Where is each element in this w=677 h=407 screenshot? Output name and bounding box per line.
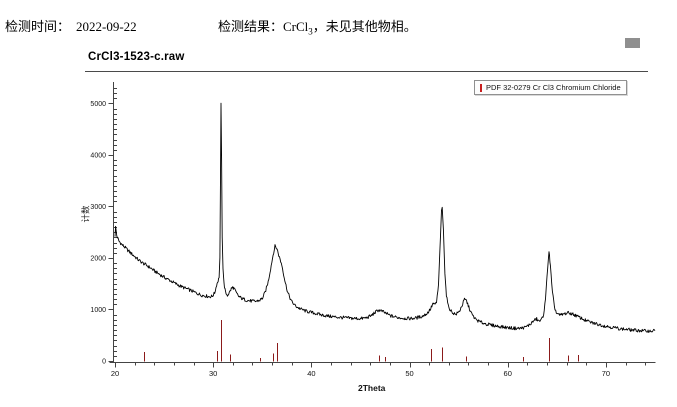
title-underline [85, 71, 648, 72]
y-tick-label: 4000 [90, 152, 106, 159]
x-tick-label: 60 [504, 369, 512, 378]
detection-time: 检测时间： 2022-09-22 [5, 16, 137, 35]
x-tick-label: 40 [307, 369, 315, 378]
x-tick-label: 70 [602, 369, 610, 378]
tick-labels: 20 30 40 50 60 70 0 1000 2000 3000 4000 5000 [90, 101, 610, 378]
y-tick-label: 0 [102, 359, 106, 366]
measured-curve [114, 102, 656, 334]
y-tick-label: 3000 [90, 204, 106, 211]
x-axis-title: 2Theta [358, 383, 386, 393]
scrollbar-artifact [625, 38, 640, 48]
x-tick-label: 30 [209, 369, 217, 378]
detection-result-prefix: 检测结果：CrCl [218, 19, 309, 34]
detection-time-label: 检测时间： [5, 19, 71, 34]
legend-box: PDF 32-0279 Cr Cl3 Chromium Chloride [474, 80, 627, 95]
reference-peak-marker-icon [480, 83, 482, 92]
detection-result: 检测结果：CrCl3，未见其他物相。 [218, 16, 417, 37]
y-tick-label: 1000 [90, 307, 106, 314]
legend-label: PDF 32-0279 Cr Cl3 Chromium Chloride [486, 83, 621, 92]
y-axis-title: 计数 [80, 205, 91, 223]
y-tick-label: 5000 [90, 101, 106, 108]
y-tick-label: 2000 [90, 255, 106, 262]
detection-time-value: 2022-09-22 [76, 19, 137, 34]
x-tick-label: 20 [111, 369, 119, 378]
reference-ticks [143, 319, 580, 362]
axes [108, 82, 656, 368]
detection-result-subscript: 3 [308, 26, 313, 37]
x-tick-label: 50 [405, 369, 413, 378]
chart-title: CrCl3-1523-c.raw [88, 51, 185, 63]
detection-result-suffix: ，未见其他物相。 [312, 19, 417, 34]
